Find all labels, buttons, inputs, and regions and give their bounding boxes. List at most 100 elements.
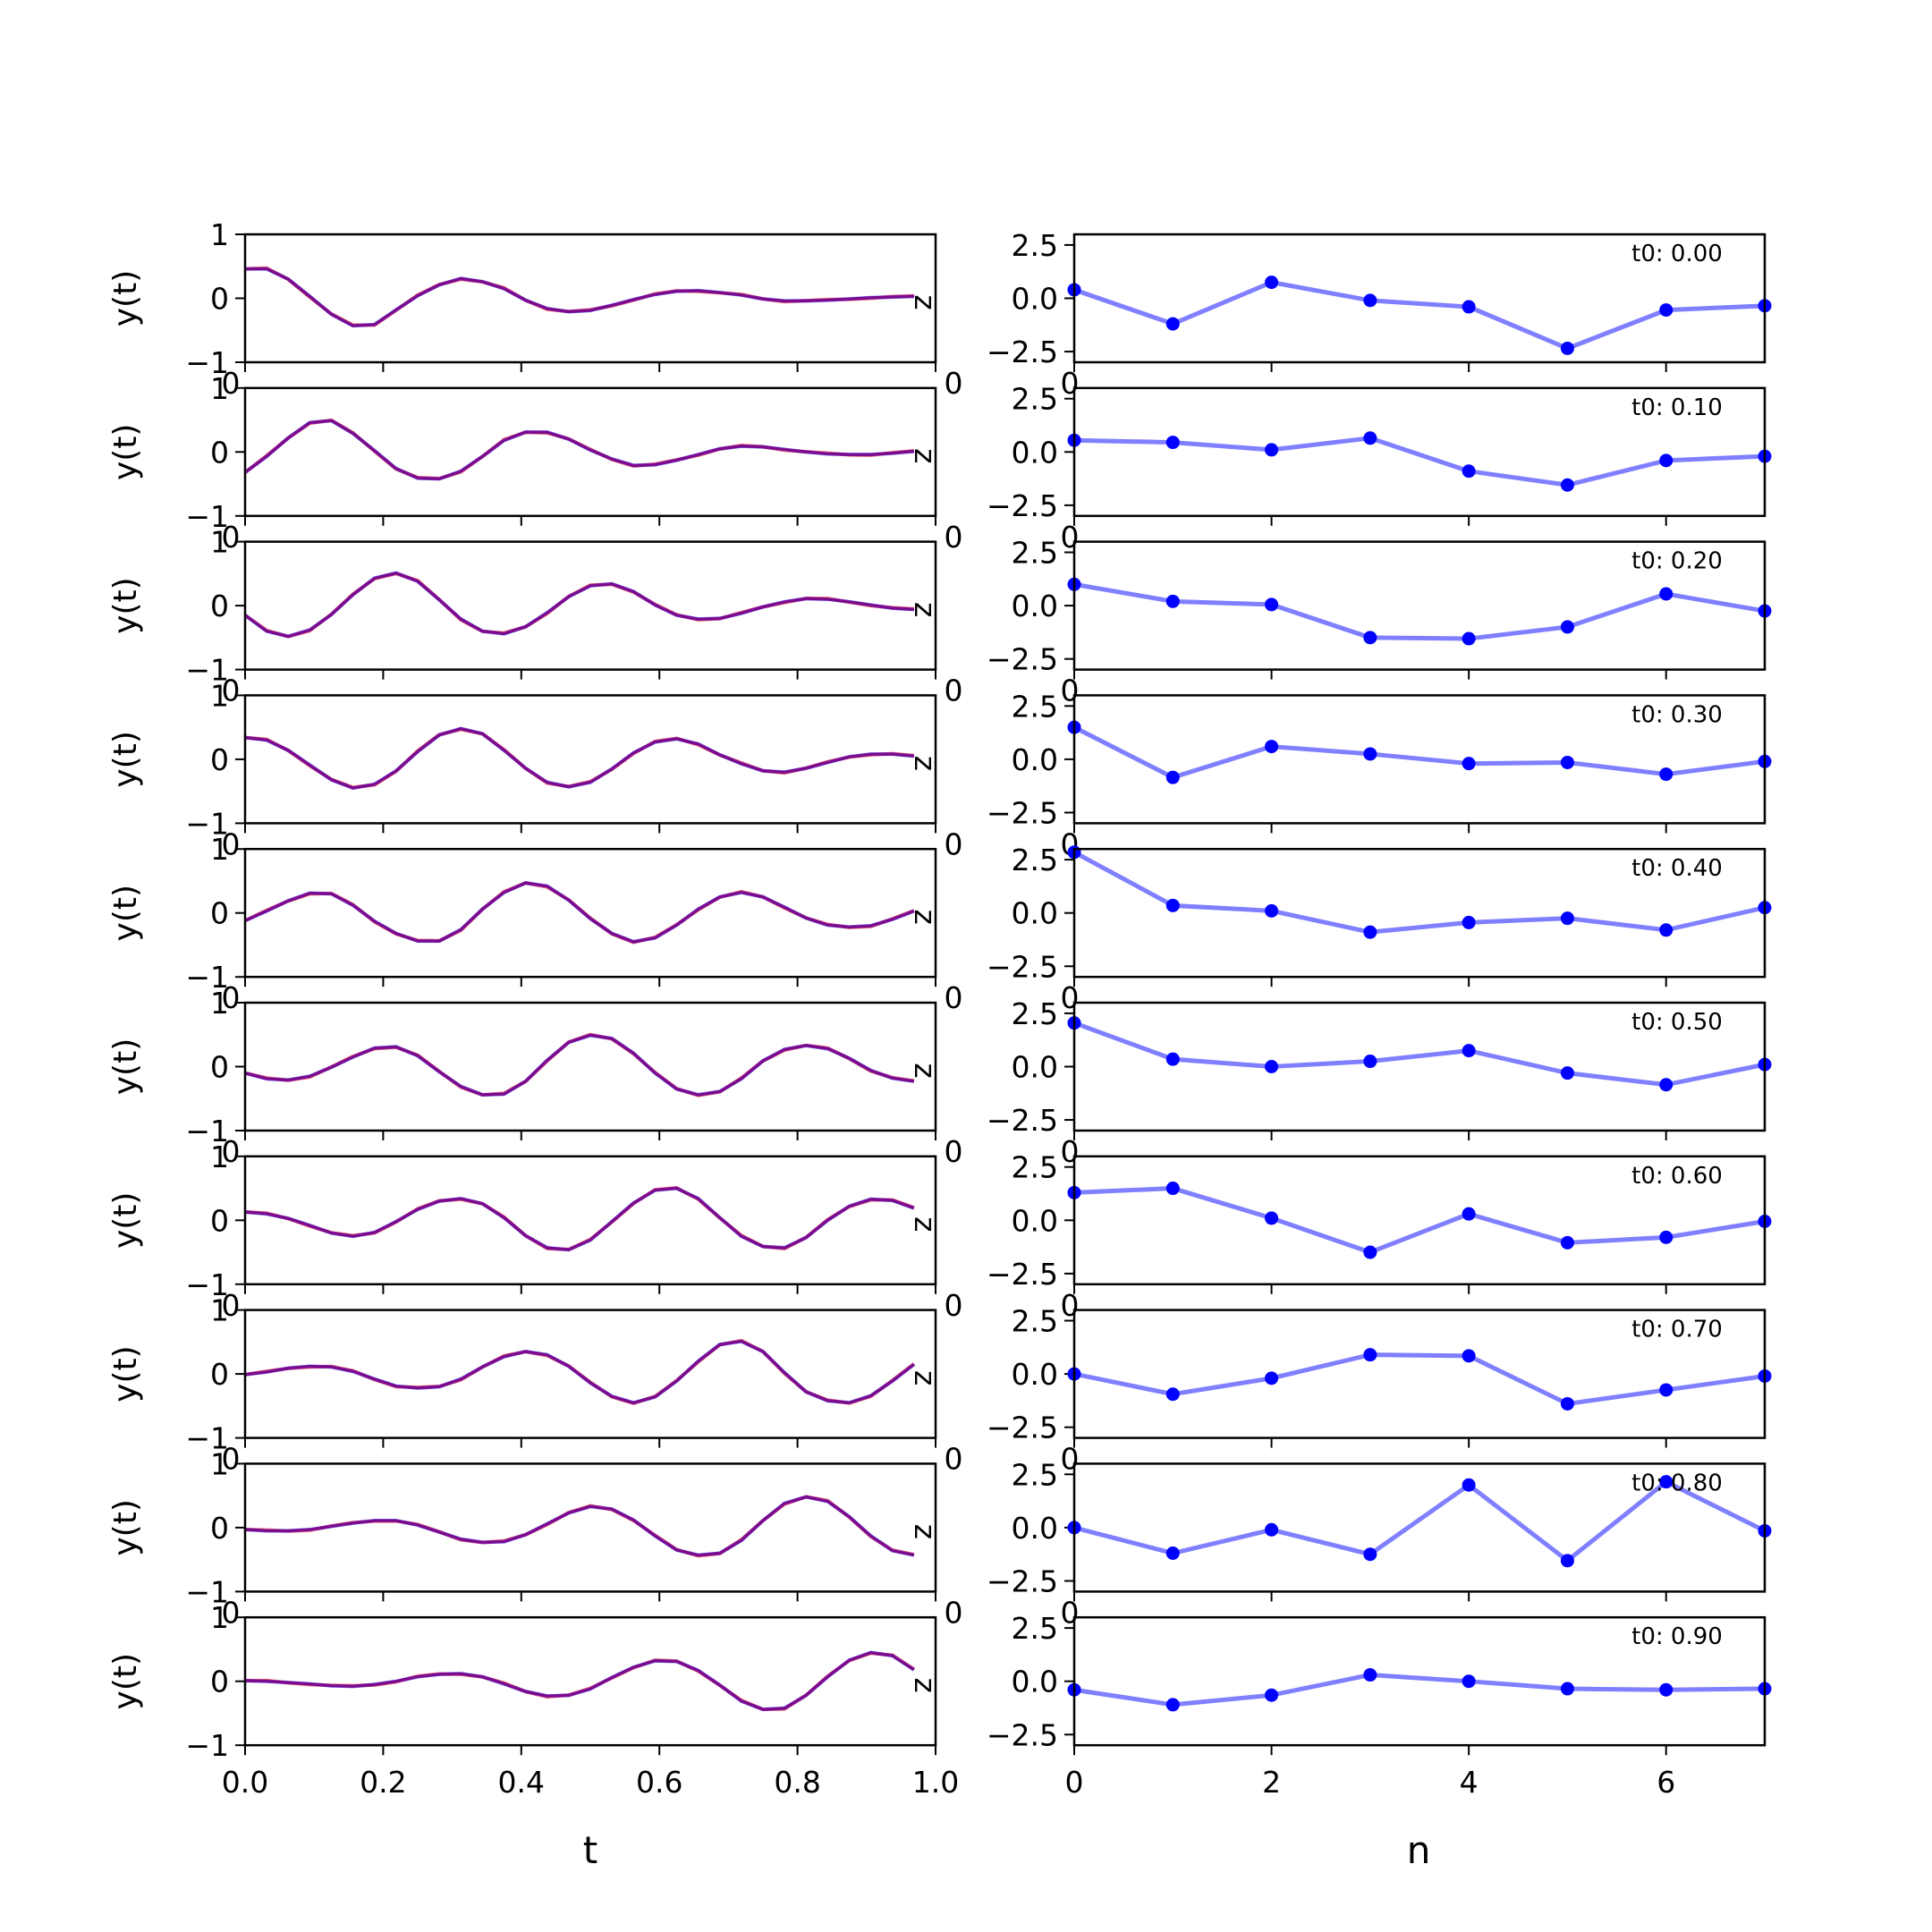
left-y-tick-label: 0 <box>210 282 229 317</box>
right-x-tick-label: 0 <box>1065 1765 1084 1800</box>
right-panel-2: 2.5 0.0 −2.5 t0: 0.20 0 <box>987 536 1772 708</box>
right-panel-6: 2.5 0.0 −2.5 t0: 0.60 0 <box>987 1150 1772 1323</box>
left-panel-frame <box>243 694 937 825</box>
left-panel-frame <box>243 386 937 518</box>
overlap-label-right: 0 <box>945 1595 963 1630</box>
series-line-blue <box>243 571 914 639</box>
left-y-tick-label: 0 <box>210 589 229 623</box>
right-y-tick-label: −2.5 <box>987 949 1058 984</box>
right-y-tick-label: 0.0 <box>1012 1203 1058 1238</box>
data-point <box>1363 1055 1377 1069</box>
left-panel-2: 10−1y(t) z0 0 <box>107 525 963 708</box>
data-point <box>1363 925 1377 939</box>
right-y-tick-label: −2.5 <box>987 1411 1058 1445</box>
panel-annotation: t0: 0.00 <box>1631 241 1723 267</box>
left-y-axis-label: y(t) <box>107 577 144 634</box>
series-line-blend <box>244 1496 915 1557</box>
overlap-label-right: 0 <box>945 826 963 861</box>
data-point <box>1462 1478 1476 1492</box>
series-line-blue <box>244 881 915 944</box>
series-line-red <box>244 1032 915 1097</box>
left-panel-frame <box>243 1309 937 1439</box>
left-x-tick-label: 0.4 <box>498 1765 545 1800</box>
data-point <box>1462 1207 1476 1221</box>
right-panel-frame <box>1072 1155 1767 1286</box>
right-panel-frame <box>1072 847 1767 979</box>
left-panel-column: 10−1y(t) z0 010−1y(t) z0 010−1y(t) z0 010−1y(t… <box>107 217 963 1800</box>
overlap-label-left: 0 <box>222 980 241 1015</box>
overlap-label-right-col: 0 <box>1061 980 1080 1015</box>
data-point <box>1363 747 1377 761</box>
left-y-axis-label: y(t) <box>107 1499 144 1556</box>
overlap-label-left: 0 <box>222 366 241 401</box>
left-y-tick-label: 1 <box>210 1293 229 1328</box>
left-y-axis-label: y(t) <box>107 270 144 327</box>
right-y-tick-label: 0.0 <box>1012 896 1058 931</box>
left-panel-frame <box>243 540 937 671</box>
right-panel-4: 2.5 0.0 −2.5 t0: 0.40 0 <box>987 843 1772 1015</box>
left-y-tick-label: 1 <box>210 217 229 252</box>
series-line-red <box>244 1651 915 1712</box>
data-point <box>1462 915 1476 929</box>
data-point <box>1165 1052 1180 1066</box>
series-line <box>1073 1479 1767 1564</box>
side-label: z <box>908 1063 943 1078</box>
left-y-tick-label: −1 <box>185 1574 229 1609</box>
data-point <box>1363 1668 1377 1682</box>
right-panel-frame <box>1072 694 1767 825</box>
left-y-axis-label: y(t) <box>107 885 144 942</box>
data-point <box>1265 1688 1279 1702</box>
data-point <box>1560 1396 1574 1411</box>
series-line-blend <box>244 881 915 944</box>
series-line-blend <box>244 572 914 638</box>
right-y-tick-label: 2.5 <box>1012 536 1058 571</box>
side-label: z <box>908 602 943 617</box>
left-y-tick-label: 1 <box>210 1140 229 1174</box>
left-panel-frame <box>243 847 937 979</box>
data-point <box>1462 1044 1476 1058</box>
right-panel-frame <box>1072 386 1767 518</box>
left-x-tick-label: 0.8 <box>774 1765 820 1800</box>
left-y-tick-label: 0 <box>210 1665 229 1699</box>
right-y-tick-label: −2.5 <box>987 795 1058 830</box>
right-y-tick-label: 2.5 <box>1012 1611 1058 1646</box>
overlap-label-right: 0 <box>945 520 963 555</box>
data-point <box>1659 1682 1674 1697</box>
series-line-blue <box>244 1495 915 1557</box>
data-point <box>1165 1546 1180 1560</box>
data-point <box>1363 1547 1377 1562</box>
overlap-label-left: 0 <box>222 1595 241 1630</box>
left-y-tick-label: −1 <box>185 653 229 688</box>
series-line-blue <box>244 1033 915 1097</box>
panel-annotation: t0: 0.50 <box>1631 1009 1723 1036</box>
right-y-tick-label: −2.5 <box>987 1717 1058 1752</box>
side-label: z <box>908 1524 943 1539</box>
right-y-tick-label: 2.5 <box>1012 1304 1058 1339</box>
series-line-blend <box>244 1033 915 1097</box>
data-point <box>1363 631 1377 645</box>
right-x-axis-label: n <box>1407 1828 1431 1872</box>
data-point <box>1659 1383 1674 1397</box>
series-line-red <box>244 881 915 945</box>
panel-annotation: t0: 0.10 <box>1631 394 1723 421</box>
right-x-tick-label: 4 <box>1460 1765 1479 1800</box>
overlap-label-right-col: 0 <box>1061 674 1080 708</box>
series-line <box>1073 280 1766 352</box>
left-panel-frame <box>243 233 937 364</box>
panel-annotation: t0: 0.90 <box>1631 1623 1723 1650</box>
right-y-tick-label: 2.5 <box>1012 689 1058 724</box>
data-point <box>1265 1060 1279 1073</box>
left-panel-8: 10−1y(t) z0 0 <box>107 1446 963 1630</box>
left-y-tick-label: 1 <box>210 525 229 560</box>
data-point <box>1560 342 1574 356</box>
right-panel-1: 2.5 0.0 −2.5 t0: 0.10 0 <box>987 382 1772 555</box>
overlap-label-right-col: 0 <box>1061 1595 1080 1630</box>
right-y-tick-label: −2.5 <box>987 1103 1058 1138</box>
overlap-label-left: 0 <box>222 826 241 861</box>
right-y-tick-label: −2.5 <box>987 335 1058 369</box>
right-panel-frame <box>1072 540 1767 671</box>
data-point <box>1560 1066 1574 1080</box>
data-point <box>1659 1475 1674 1489</box>
right-y-tick-label: 2.5 <box>1012 382 1058 417</box>
overlap-label-right: 0 <box>945 1442 963 1477</box>
